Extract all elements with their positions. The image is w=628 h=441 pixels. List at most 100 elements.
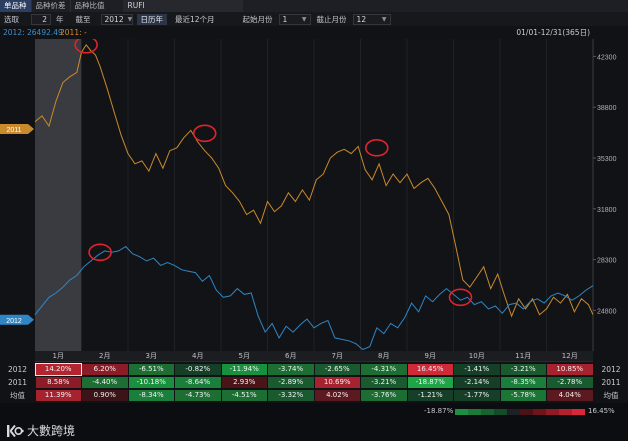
table-cell[interactable]: 14.20% [34,363,82,376]
month-label: 8月 [378,352,390,360]
table-cell[interactable]: -11.94% [221,364,267,375]
table-cell[interactable]: -3.32% [268,390,314,401]
table-cell[interactable]: -5.78% [500,390,546,401]
year-unit-label: 年 [56,14,64,24]
row-label-right: 均值 [603,391,619,400]
table-row: 均值 11.39% 0.90% -8.34% -4.73% -4.51% -3.32% 4.0… [0,389,628,402]
end-year-select[interactable]: 2012 ▼ [100,13,133,25]
table-cell[interactable]: -2.65% [314,364,360,375]
legend-2011-value: 2011: - [60,28,87,37]
tab-separator [30,0,32,12]
table-cell[interactable]: -4.73% [175,390,221,401]
series-marker-2012 [0,314,34,325]
year-count-value: 2 [42,14,47,24]
table-cell[interactable]: -8.34% [128,390,174,401]
table-cell[interactable]: 10.85% [547,364,593,375]
table-cell[interactable]: -0.82% [175,364,221,375]
annotation-circle [192,124,217,143]
table-cell[interactable]: -1.21% [407,390,453,401]
month-label: 10月 [468,352,485,360]
tab-single-product[interactable]: 单品种 [0,0,31,12]
table-cell[interactable]: -3.21% [500,364,546,375]
table-cell[interactable]: -3.21% [361,377,407,388]
color-scale-segment [494,409,507,415]
color-scale-segment [481,409,494,415]
table-cell[interactable]: 10.69% [314,377,360,388]
table-cell[interactable]: -18.87% [407,377,453,388]
table-cell[interactable]: -1.77% [454,390,500,401]
color-scale-segment [559,409,572,415]
color-scale-max: 16.45% [588,407,615,415]
chevron-down-icon: ▼ [127,15,133,23]
month-axis: 1月 2月 3月 4月 5月 6月 7月 8月 9月 10月 11月 12月 [35,351,593,362]
table-cell[interactable]: 2.93% [221,377,267,388]
series-marker-2011 [0,123,34,134]
color-scale-min: -18.87% [424,407,454,415]
start-month-value: 1 [282,14,288,24]
y-tick-label: 28300 [597,258,617,265]
y-tick-label: 35300 [597,156,617,163]
table-cell[interactable]: -4.40% [82,377,128,388]
table-cell[interactable]: 0.90% [82,390,128,401]
table-cell[interactable]: 4.04% [547,390,593,401]
date-range: 01/01-12/31(365日) [516,28,590,37]
row-label: 均值 [10,391,25,400]
table-cell[interactable]: -3.74% [268,364,314,375]
table-cell[interactable]: -3.76% [361,390,407,401]
table-cell[interactable]: -6.51% [128,364,174,375]
footer: -18.87% 16.45% 大數跨境 [0,403,628,441]
end-month-select[interactable]: 12 ▼ [352,13,391,25]
table-cell[interactable]: 16.45% [407,364,453,375]
color-scale-segment [572,409,585,415]
month-label: 3月 [145,352,157,360]
table-cell[interactable]: 6.20% [82,364,128,375]
end-month-label: 截止月份 [316,14,347,24]
table-cell[interactable]: -2.14% [454,377,500,388]
chevron-down-icon: ▼ [301,15,307,23]
table-cell[interactable]: -4.31% [361,364,407,375]
table-cell[interactable]: -8.35% [500,377,546,388]
series-marker-label: 2012 [6,318,22,325]
seasonal-line-chart[interactable]: 42300 38800 35300 31800 28300 24800 2011 2012 [0,39,628,351]
tab-product-ratio[interactable]: 品种比值 [74,1,105,10]
color-scale-segment [533,409,546,415]
table-row: 2011 8.58% -4.40% -10.18% -8.64% 2.93% -2.89% 1… [0,376,628,389]
end-year-value: 2012 [104,14,124,24]
month-label: 6月 [285,352,297,360]
recent-12-months-button[interactable]: 最近12个月 [175,14,215,24]
year-count-input[interactable]: 2 [31,13,51,25]
month-label: 7月 [331,352,343,360]
annotation-circle [88,243,112,262]
table-cell[interactable]: -2.78% [547,377,593,388]
color-scale-segment [546,409,559,415]
y-tick-label: 42300 [597,54,617,61]
table-cell[interactable]: -4.51% [221,390,267,401]
color-scale-segment [520,409,533,415]
annotation-circle [74,39,98,54]
month-label: 12月 [561,352,578,360]
calendar-year-button[interactable]: 日历年 [136,13,167,25]
table-cell[interactable]: 11.39% [35,390,81,401]
series-line-2011 [34,43,594,318]
table-cell[interactable]: -8.64% [175,377,221,388]
symbol-input[interactable]: RUFI [122,0,243,12]
color-scale-segment [507,409,520,415]
table-cell[interactable]: 4.02% [314,390,360,401]
table-cell[interactable]: -2.89% [268,377,314,388]
series-line-2012 [34,245,594,351]
start-month-select[interactable]: 1 ▼ [278,13,311,25]
brand-name: 大數跨境 [27,424,76,438]
table-cell[interactable]: -10.18% [128,377,174,388]
color-scale-segment [455,409,468,415]
color-scale-bar [455,409,585,415]
y-tick-label: 38800 [597,105,617,112]
tab-product-spread[interactable]: 品种价差 [35,1,66,10]
start-month-label: 起始月份 [242,14,273,24]
brand-logo: 大數跨境 [6,422,75,439]
table-cell[interactable]: 8.58% [35,377,81,388]
tab-separator [69,0,71,12]
month-label: 5月 [238,352,250,360]
month-label: 9月 [424,352,436,360]
table-cell[interactable]: -1.41% [454,364,500,375]
color-scale-segment [468,409,481,415]
